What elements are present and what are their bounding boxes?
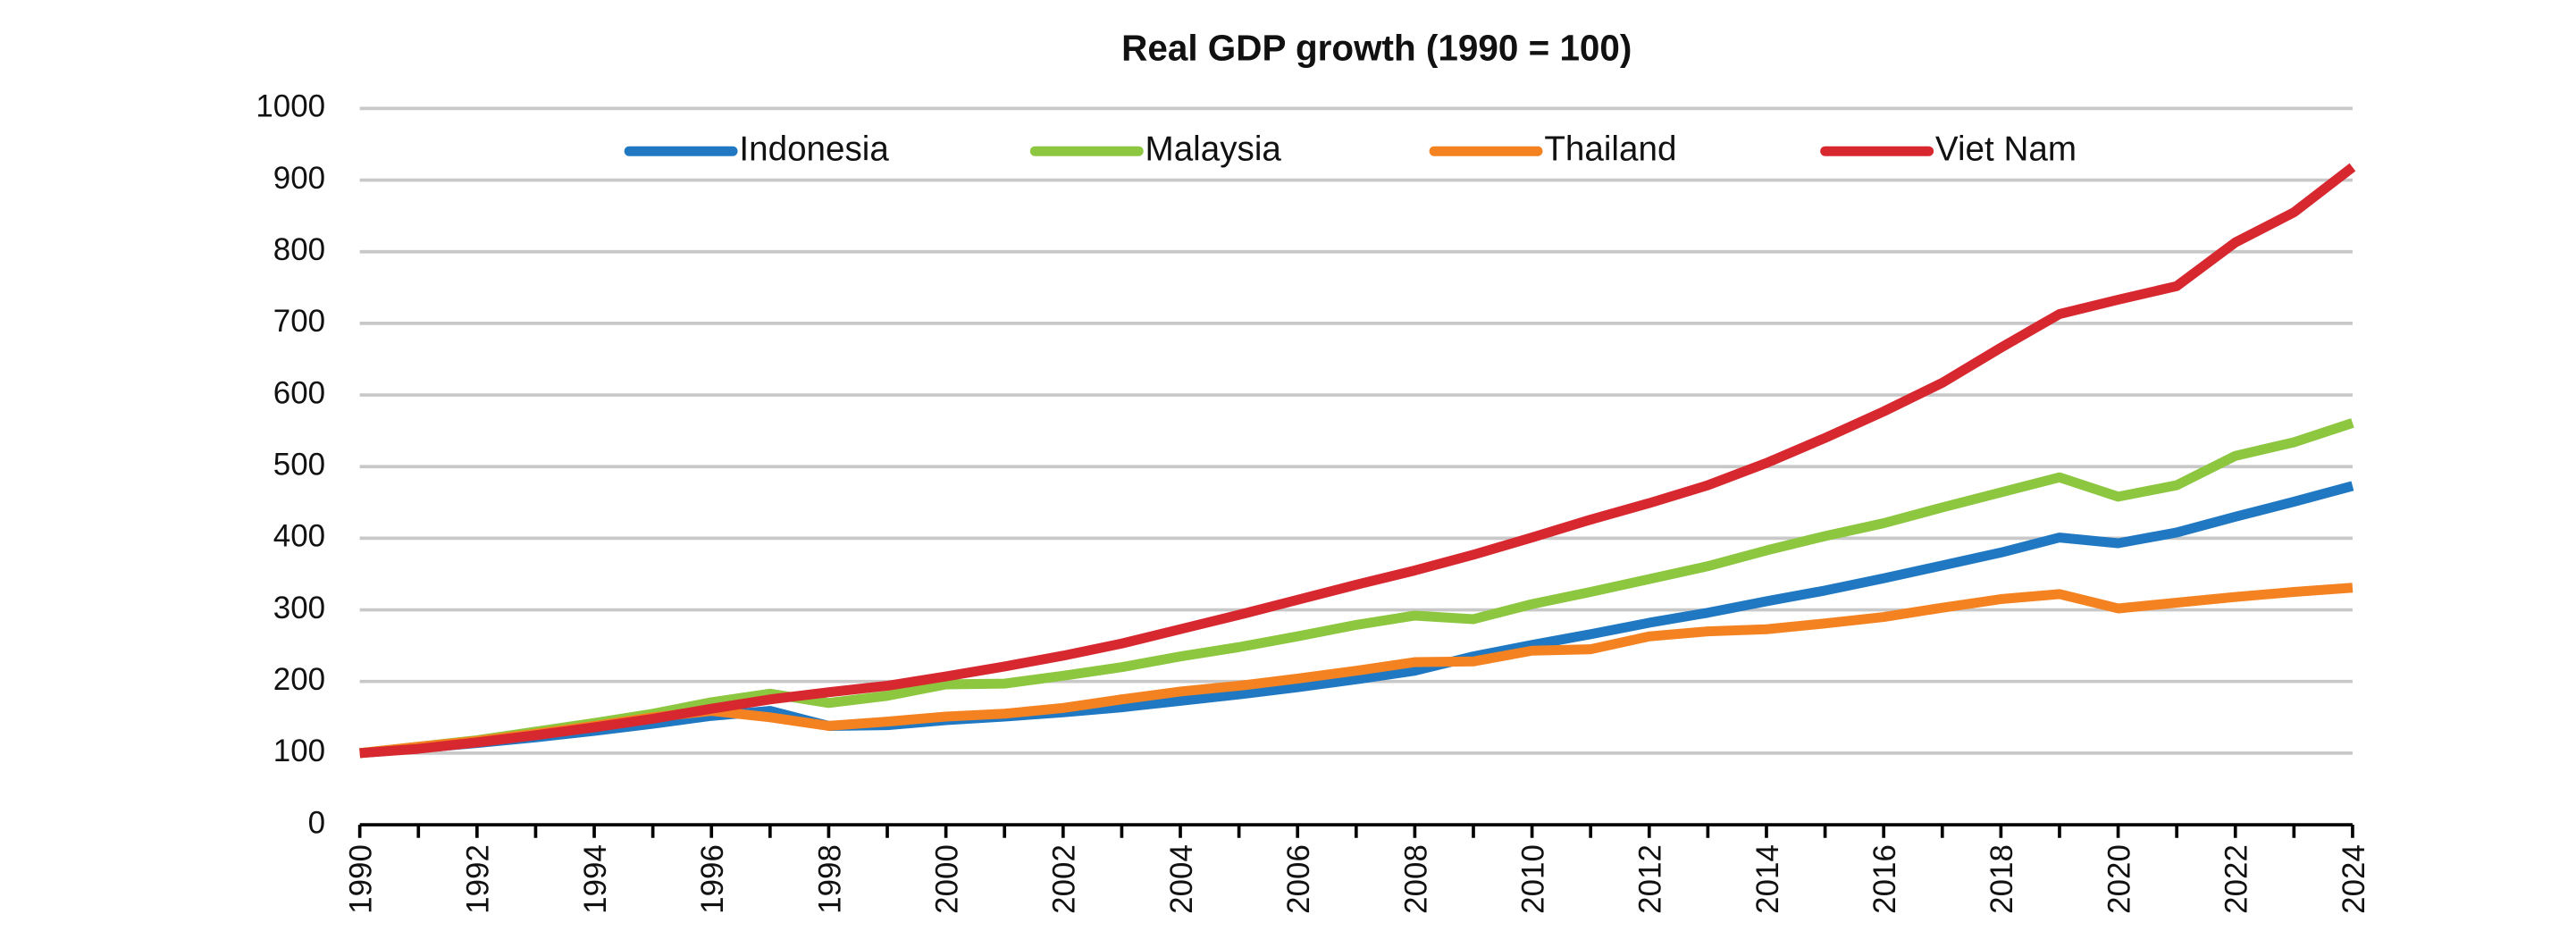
x-tick-label: 1994 bbox=[578, 844, 613, 914]
x-tick-label: 1998 bbox=[812, 844, 847, 914]
legend-label: Viet Nam bbox=[1935, 130, 2077, 168]
x-tick-label: 1990 bbox=[344, 844, 379, 914]
x-tick-label: 1992 bbox=[461, 844, 496, 914]
x-tick-label: 2016 bbox=[1867, 844, 1902, 914]
y-tick-label: 500 bbox=[273, 447, 325, 482]
x-tick-label: 1996 bbox=[695, 844, 730, 914]
x-tick-label: 2004 bbox=[1164, 844, 1199, 914]
x-tick-label: 2012 bbox=[1633, 844, 1668, 914]
y-tick-label: 1000 bbox=[256, 89, 325, 124]
x-tick-label: 2022 bbox=[2219, 844, 2254, 914]
y-tick-label: 600 bbox=[273, 375, 325, 410]
x-tick-label: 2014 bbox=[1750, 844, 1785, 914]
chart-title: Real GDP growth (1990 = 100) bbox=[1121, 28, 1632, 69]
legend-label: Malaysia bbox=[1145, 130, 1282, 168]
x-tick-label: 2018 bbox=[1984, 844, 2019, 914]
y-tick-label: 900 bbox=[273, 161, 325, 196]
series-line bbox=[359, 418, 2354, 759]
x-tick-label: 2010 bbox=[1515, 844, 1550, 914]
x-tick-label: 2024 bbox=[2337, 844, 2371, 914]
x-tick-label: 2000 bbox=[929, 844, 964, 914]
x-tick-label: 2002 bbox=[1047, 844, 1082, 914]
x-tick-label: 2020 bbox=[2102, 844, 2136, 914]
series-line bbox=[359, 583, 2354, 759]
x-tick-label: 2008 bbox=[1398, 844, 1433, 914]
y-tick-label: 700 bbox=[273, 304, 325, 339]
x-tick-label: 2006 bbox=[1281, 844, 1316, 914]
legend-label: Thailand bbox=[1544, 130, 1676, 168]
series-line bbox=[359, 163, 2356, 759]
y-tick-label: 800 bbox=[273, 232, 325, 267]
y-tick-label: 400 bbox=[273, 519, 325, 554]
series-line bbox=[359, 481, 2354, 759]
y-tick-label: 200 bbox=[273, 662, 325, 697]
y-tick-label: 300 bbox=[273, 591, 325, 625]
y-tick-label: 0 bbox=[308, 805, 325, 840]
legend-label: Indonesia bbox=[739, 130, 889, 168]
y-tick-label: 100 bbox=[273, 734, 325, 768]
